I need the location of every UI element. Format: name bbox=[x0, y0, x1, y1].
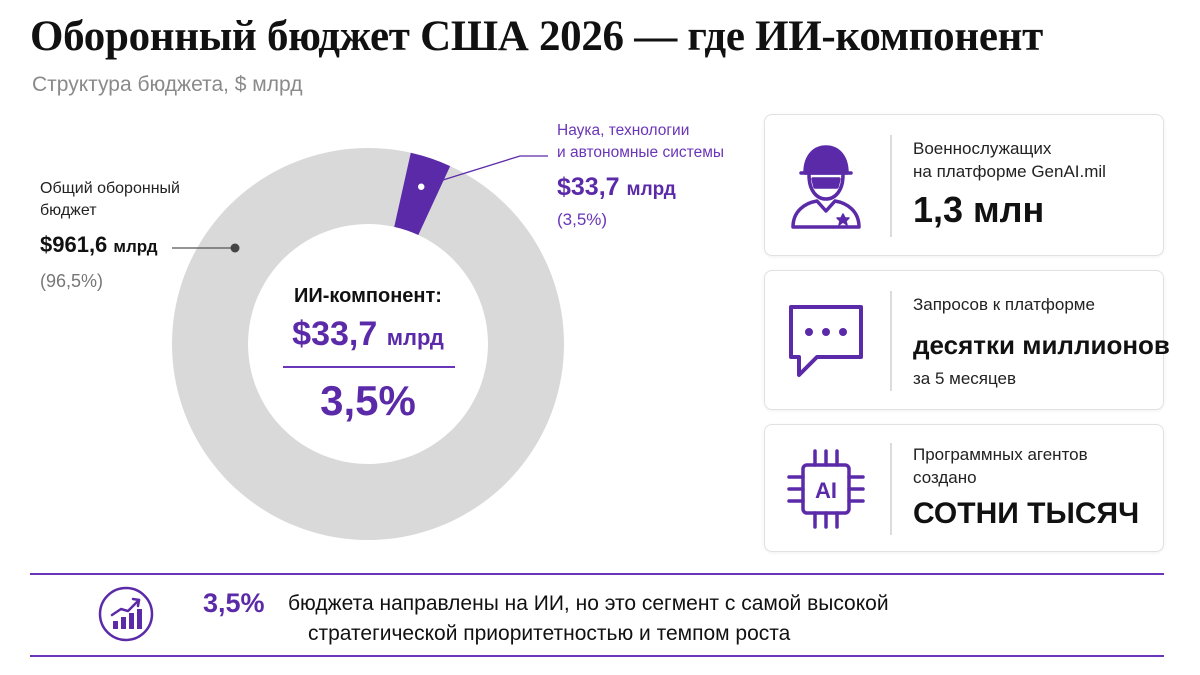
card-personnel-label-line1: Военнослужащих bbox=[913, 139, 1052, 158]
ai-leader-line bbox=[421, 155, 548, 188]
soldier-icon bbox=[785, 141, 867, 229]
donut-center-divider bbox=[283, 366, 455, 368]
card-agents-value: СОТНИ ТЫСЯЧ bbox=[913, 497, 1140, 530]
donut-slice-ai bbox=[394, 152, 451, 236]
donut-center-percent: 3,5% bbox=[320, 377, 416, 424]
card-queries-label: Запросов к платформе bbox=[913, 295, 1095, 314]
footer-highlight-percent: 3,5% bbox=[203, 588, 265, 618]
footer-text-line2: стратегической приоритетностью и темпом … bbox=[308, 622, 791, 645]
ai-segment-label-line1: Наука, технологии bbox=[557, 122, 690, 139]
donut-chart bbox=[172, 148, 564, 541]
ai-segment-value: $33,7 млрд bbox=[557, 173, 676, 202]
donut-center-unit: млрд bbox=[386, 325, 444, 350]
chat-bubble-icon bbox=[785, 299, 867, 381]
donut-center-value: $33,7 млрд bbox=[248, 315, 488, 354]
card-queries-text: Запросов к платформе десятки миллионов з… bbox=[913, 293, 1170, 390]
total-leader-dot bbox=[230, 243, 240, 253]
total-budget-label-line1: Общий оборонный bbox=[40, 180, 180, 197]
card-queries-note: за 5 месяцев bbox=[913, 369, 1017, 388]
ai-segment-label-line2: и автономные системы bbox=[557, 144, 724, 161]
stat-card-agents: AI Программных агентов создано СОТНИ ТЫС… bbox=[764, 424, 1164, 552]
ai-segment-unit: млрд bbox=[626, 179, 676, 200]
card-divider bbox=[890, 443, 892, 535]
footer-top-rule bbox=[30, 573, 1164, 575]
page-subtitle: Структура бюджета, $ млрд bbox=[32, 73, 303, 96]
total-budget-unit: млрд bbox=[113, 237, 158, 256]
total-budget-label: Общий оборонный бюджет bbox=[40, 178, 240, 222]
card-divider bbox=[890, 135, 892, 237]
ai-segment-label: Наука, технологии и автономные системы bbox=[557, 120, 757, 164]
trend-up-icon bbox=[97, 585, 155, 643]
page-title: Оборонный бюджет США 2026 — где ИИ-компо… bbox=[30, 13, 1043, 60]
card-queries-value: десятки миллионов bbox=[913, 330, 1170, 360]
donut-center-label: ИИ-компонент: bbox=[294, 285, 442, 307]
card-personnel-label-line2: на платформе GenAI.mil bbox=[913, 162, 1106, 181]
svg-text:AI: AI bbox=[815, 478, 837, 503]
card-personnel-text: Военнослужащих на платформе GenAI.mil 1,… bbox=[913, 137, 1153, 231]
donut-slice-total bbox=[172, 148, 564, 541]
ai-segment-percent: (3,5%) bbox=[557, 210, 608, 229]
donut-center-amount: $33,7 bbox=[292, 315, 378, 353]
stat-card-personnel: Военнослужащих на платформе GenAI.mil 1,… bbox=[764, 114, 1164, 256]
total-budget-label-line2: бюджет bbox=[40, 202, 97, 219]
card-agents-text: Программных агентов создано СОТНИ ТЫСЯЧ bbox=[913, 443, 1153, 531]
stat-card-queries: Запросов к платформе десятки миллионов з… bbox=[764, 270, 1170, 410]
card-agents-label-line1: Программных агентов bbox=[913, 445, 1088, 464]
card-personnel-value: 1,3 млн bbox=[913, 189, 1045, 230]
ai-leader-dot bbox=[416, 182, 426, 192]
ai-chip-icon: AI bbox=[785, 447, 867, 529]
card-divider bbox=[890, 291, 892, 391]
footer-bottom-rule bbox=[30, 655, 1164, 657]
footer-text-line1: бюджета направлены на ИИ, но это сегмент… bbox=[288, 592, 889, 615]
total-budget-amount: $961,6 bbox=[40, 232, 108, 257]
ai-segment-amount: $33,7 bbox=[557, 173, 620, 201]
card-agents-label-line2: создано bbox=[913, 468, 977, 487]
total-budget-percent: (96,5%) bbox=[40, 271, 104, 291]
total-budget-value: $961,6 млрд bbox=[40, 232, 158, 258]
